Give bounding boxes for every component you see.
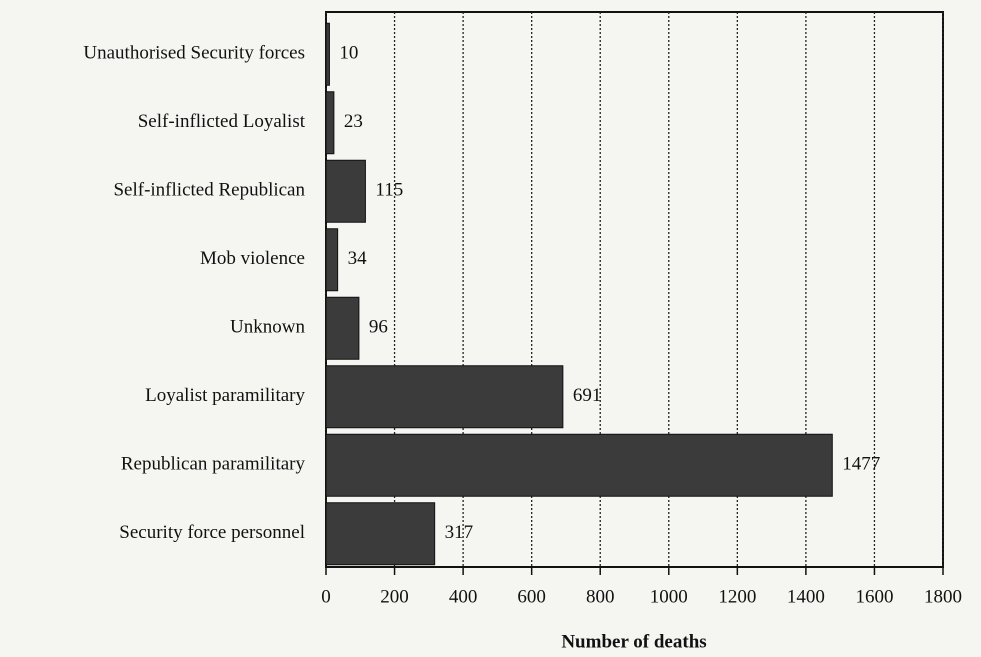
x-tick-label: 1400 — [787, 586, 825, 607]
y-tick-label: Mob violence — [200, 248, 305, 269]
x-tick-label: 600 — [517, 586, 546, 607]
value-label: 317 — [445, 522, 474, 543]
value-label: 96 — [369, 317, 388, 338]
bar — [325, 502, 436, 566]
y-tick-label: Unknown — [230, 317, 305, 338]
x-tick-label: 1000 — [650, 586, 688, 607]
x-tick-label: 1200 — [718, 586, 756, 607]
x-tick-label: 1600 — [855, 586, 893, 607]
value-label: 1477 — [842, 454, 880, 475]
bar — [325, 365, 564, 429]
x-tick-label: 1800 — [924, 586, 962, 607]
y-tick-label: Self-inflicted Republican — [113, 180, 305, 201]
bar — [325, 22, 330, 86]
bar — [325, 91, 335, 155]
value-label: 10 — [339, 43, 358, 64]
x-tick-label: 400 — [449, 586, 478, 607]
y-tick-label: Self-inflicted Loyalist — [138, 111, 306, 132]
x-tick-label: 0 — [321, 586, 331, 607]
value-label: 23 — [344, 111, 363, 132]
y-tick-label: Unauthorised Security forces — [83, 43, 305, 64]
bar — [325, 433, 833, 497]
y-tick-label: Loyalist paramilitary — [145, 385, 305, 406]
bar — [325, 159, 366, 223]
x-tick-label: 200 — [380, 586, 409, 607]
x-axis-title: Number of deaths — [561, 631, 706, 652]
value-label: 691 — [573, 385, 602, 406]
value-label: 115 — [375, 180, 403, 201]
value-label: 34 — [348, 248, 368, 269]
y-tick-label: Security force personnel — [119, 522, 305, 543]
x-tick-label: 800 — [586, 586, 615, 607]
bar — [325, 228, 339, 292]
y-tick-label: Republican paramilitary — [121, 454, 306, 475]
bar — [325, 296, 360, 360]
